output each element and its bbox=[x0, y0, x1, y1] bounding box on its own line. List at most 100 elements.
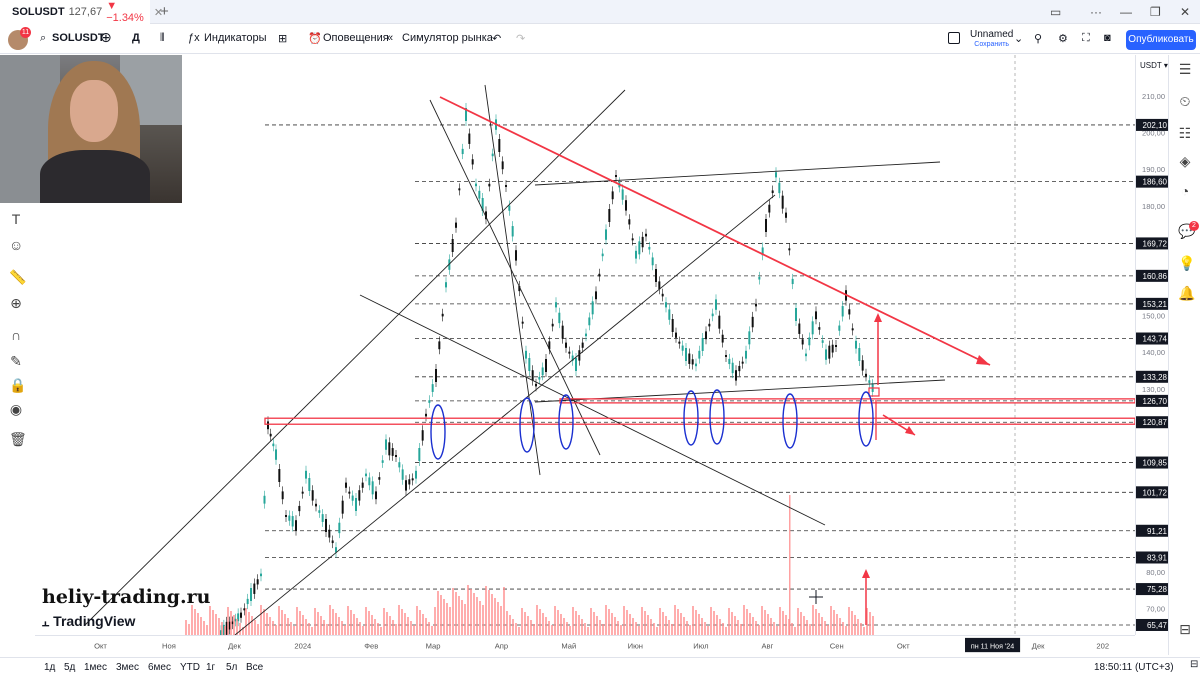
time-axis[interactable]: Окт Ноя Дек 2024 Фев Мар Апр Май Июн Июл Авг Сен Окт… bbox=[35, 635, 1135, 655]
level-label-bg bbox=[1136, 456, 1169, 469]
candle-body bbox=[498, 139, 501, 152]
text-tool-icon[interactable]: T bbox=[11, 211, 21, 227]
object-tree-icon[interactable]: ☷ bbox=[1178, 125, 1192, 141]
quick-search-icon[interactable]: ⚲ bbox=[1034, 33, 1043, 45]
volume-bar bbox=[302, 615, 304, 635]
visibility-eye-icon[interactable]: ◉ bbox=[9, 401, 23, 417]
alert-icon[interactable]: ⏰ bbox=[308, 33, 322, 45]
help-icon[interactable]: ⊟ bbox=[1179, 621, 1191, 637]
bottom-more-icon[interactable]: ⊟ bbox=[1190, 659, 1199, 670]
level-label: 101,72 bbox=[1143, 488, 1168, 497]
replay-button[interactable]: Симулятор рынка bbox=[402, 32, 493, 44]
range-button[interactable]: 1д bbox=[44, 662, 56, 673]
currency-selector[interactable]: USDT ▾ bbox=[1140, 61, 1168, 70]
candle-body bbox=[651, 257, 654, 266]
volume-bar bbox=[503, 587, 505, 635]
notifications-bell-icon[interactable]: 🔔 bbox=[1178, 285, 1196, 301]
candle-body bbox=[256, 579, 259, 585]
volume-bar bbox=[389, 616, 391, 635]
volume-bar bbox=[575, 611, 577, 635]
alerts-button[interactable]: Оповещения bbox=[323, 32, 389, 44]
layout-square-icon[interactable] bbox=[948, 32, 960, 44]
level-label: 83,91 bbox=[1147, 553, 1168, 562]
range-button[interactable]: Все bbox=[246, 662, 264, 673]
volume-bar bbox=[356, 618, 358, 635]
data-window-icon[interactable]: ◔ bbox=[1180, 183, 1190, 199]
candle-body bbox=[561, 325, 564, 339]
layout-icon[interactable]: ▭ bbox=[1050, 5, 1062, 19]
range-button[interactable]: YTD bbox=[180, 662, 200, 673]
minimize-icon[interactable]: — bbox=[1120, 5, 1132, 19]
new-tab-icon[interactable]: + bbox=[160, 3, 169, 20]
volume-bar bbox=[827, 625, 829, 635]
candle-body bbox=[755, 303, 757, 307]
volume-bar bbox=[740, 624, 742, 635]
range-button[interactable]: 3мес bbox=[116, 662, 139, 673]
window-close-icon[interactable]: ✕ bbox=[1180, 5, 1191, 19]
replay-icon[interactable]: « bbox=[387, 32, 394, 44]
candle-body bbox=[668, 309, 671, 320]
layers-icon[interactable]: ◈ bbox=[1179, 153, 1191, 169]
ruler-tool-icon[interactable]: 📏 bbox=[9, 269, 27, 285]
more-icon[interactable]: ··· bbox=[1090, 5, 1102, 19]
redo-icon[interactable]: ↷ bbox=[516, 33, 526, 45]
lock-icon[interactable]: 🔒 bbox=[9, 377, 27, 393]
browser-tab[interactable]: SOLUSDT 127,67 ▼ −1.34% ✕ bbox=[0, 0, 163, 24]
volume-bar bbox=[662, 612, 664, 635]
alerts-clock-icon[interactable]: ⏲ bbox=[1179, 93, 1191, 109]
compare-plus-icon[interactable]: ⊕ bbox=[100, 29, 112, 45]
emoji-tool-icon[interactable]: ☺ bbox=[9, 237, 24, 253]
maximize-icon[interactable]: ❐ bbox=[1150, 5, 1161, 19]
price-plot[interactable] bbox=[35, 55, 1135, 635]
indicators-icon[interactable]: ƒx bbox=[188, 32, 200, 44]
candle-body bbox=[698, 350, 701, 359]
candle-body bbox=[741, 361, 744, 364]
range-button[interactable]: 1мес bbox=[84, 662, 107, 673]
settings-gear-icon[interactable]: ⚙ bbox=[1058, 33, 1068, 45]
tradingview-logo: ⫠ TradingView bbox=[42, 613, 135, 630]
layout-dropdown-chevron-icon[interactable]: ⌄ bbox=[1014, 33, 1024, 45]
volume-bar bbox=[440, 595, 442, 635]
candle-body bbox=[246, 598, 249, 605]
candle-body bbox=[678, 341, 681, 344]
volume-bar bbox=[359, 622, 361, 635]
ideas-bulb-icon[interactable]: 💡 bbox=[1178, 255, 1196, 271]
symbol-search-icon[interactable]: ⌕ bbox=[40, 32, 47, 44]
volume-bar bbox=[428, 622, 430, 635]
range-button[interactable]: 1г bbox=[206, 662, 216, 673]
undo-icon[interactable]: ↶ bbox=[492, 33, 502, 45]
candle-body bbox=[788, 248, 791, 251]
candle-body bbox=[631, 238, 634, 241]
candle-body bbox=[808, 337, 811, 346]
symbol-name[interactable]: SOLUSDT bbox=[52, 32, 105, 44]
volume-bar bbox=[278, 606, 280, 635]
interval-button[interactable]: Д bbox=[132, 32, 140, 44]
volume-bar bbox=[842, 622, 844, 635]
time-axis-label: Авг bbox=[761, 641, 773, 650]
indicators-button[interactable]: Индикаторы bbox=[204, 32, 267, 44]
volume-bar bbox=[782, 611, 784, 635]
candle-body bbox=[571, 355, 574, 361]
magnet-icon[interactable]: ∩ bbox=[10, 327, 22, 343]
range-button[interactable]: 5л bbox=[226, 662, 238, 673]
trash-icon[interactable]: 🗑 bbox=[9, 431, 27, 447]
tab-close-icon[interactable]: ✕ bbox=[153, 6, 164, 19]
draw-mode-pencil-icon[interactable]: ✎ bbox=[10, 353, 22, 369]
publish-button[interactable]: Опубликовать bbox=[1126, 30, 1196, 50]
volume-bar bbox=[821, 617, 823, 635]
chart-area[interactable]: USDT ▾ 70,00 80,00 130,00 140,00 150,00 180,0… bbox=[0, 55, 1169, 655]
candles-icon[interactable]: ⫴ bbox=[160, 32, 165, 44]
volume-bar bbox=[326, 624, 328, 635]
volume-bar bbox=[674, 605, 676, 635]
templates-icon[interactable]: ⊞ bbox=[278, 33, 288, 45]
range-button[interactable]: 5д bbox=[64, 662, 76, 673]
price-axis[interactable]: USDT ▾ 70,00 80,00 130,00 140,00 150,00 180,0… bbox=[1135, 55, 1169, 635]
fullscreen-icon[interactable]: ⛶ bbox=[1082, 32, 1090, 44]
layout-name[interactable]: Unnamed Сохранить bbox=[970, 30, 1013, 50]
snapshot-camera-icon[interactable]: ◙ bbox=[1104, 32, 1111, 44]
watchlist-icon[interactable]: ☰ bbox=[1178, 61, 1192, 77]
candle-body bbox=[518, 285, 521, 292]
volume-bar bbox=[749, 613, 751, 635]
zoom-in-icon[interactable]: ⊕ bbox=[10, 295, 22, 311]
range-button[interactable]: 6мес bbox=[148, 662, 171, 673]
